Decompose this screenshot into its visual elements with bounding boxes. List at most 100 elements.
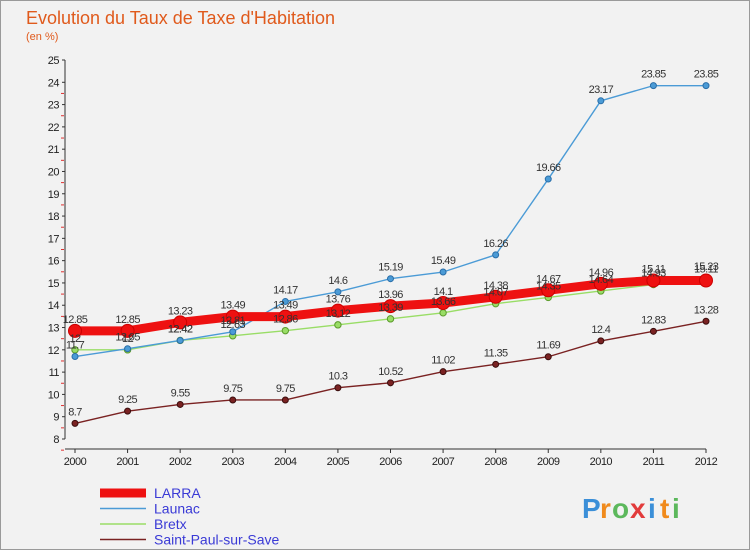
y-tick-label: 11	[49, 367, 60, 379]
data-label: 14.17	[273, 284, 298, 296]
data-point	[702, 82, 710, 90]
data-point	[649, 327, 657, 335]
data-label: 10.3	[328, 371, 347, 383]
data-point	[646, 273, 661, 288]
data-label: 13.76	[326, 294, 351, 306]
data-label: 14.96	[589, 267, 614, 279]
x-tick-label: 2008	[484, 456, 507, 468]
x-tick-label: 2002	[169, 456, 192, 468]
x-tick-label: 2004	[274, 456, 297, 468]
data-point	[541, 283, 556, 298]
y-tick-label: 8	[53, 434, 59, 446]
data-point	[71, 353, 79, 361]
data-label: 23.17	[589, 84, 614, 96]
data-label: 11.69	[536, 340, 560, 352]
data-point	[229, 396, 237, 404]
data-label: 12.4	[591, 324, 610, 336]
data-point	[176, 336, 184, 344]
data-point	[334, 321, 342, 329]
legend-label: LARRA	[154, 485, 201, 501]
data-point	[593, 276, 608, 291]
brand-letter: t	[660, 493, 669, 524]
x-tick-label: 2007	[432, 456, 455, 468]
data-point	[544, 353, 552, 361]
data-label: 14.35	[536, 280, 561, 292]
data-label: 12	[122, 333, 134, 345]
data-point	[597, 337, 605, 345]
data-point	[278, 309, 293, 324]
data-label: 14.67	[536, 273, 561, 285]
data-label: 8.7	[68, 406, 82, 418]
x-tick-label: 2011	[643, 456, 665, 468]
chart-title: Evolution du Taux de Taxe d'Habitation	[26, 8, 335, 28]
data-label: 13.49	[273, 300, 298, 312]
data-label: 15.19	[378, 262, 403, 274]
data-label: 14.1	[434, 286, 453, 298]
data-point	[120, 323, 135, 338]
y-tick-label: 19	[48, 189, 60, 201]
brand-letter: i	[648, 493, 656, 524]
brand-letter: P	[582, 493, 601, 524]
brand-letter: o	[612, 493, 629, 524]
y-tick-label: 21	[48, 144, 60, 156]
data-label: 10.52	[378, 366, 403, 378]
y-tick-label: 24	[48, 77, 60, 89]
data-label: 15.49	[431, 255, 456, 267]
data-label: 16.26	[483, 238, 508, 250]
data-point	[492, 360, 500, 368]
data-labels: 8.7 9.25 9.55 9.75 9.75 10.3 10.52 11.02 11.35 11…	[63, 69, 720, 419]
data-point	[71, 419, 79, 427]
data-point	[488, 289, 503, 304]
data-label: 13.49	[220, 300, 245, 312]
x-tick-label: 2009	[537, 456, 560, 468]
brand-letter: i	[672, 493, 680, 524]
data-point	[68, 323, 82, 338]
data-label: 13.66	[431, 296, 456, 308]
data-point	[387, 275, 394, 283]
data-point	[492, 251, 500, 259]
data-point	[124, 407, 132, 415]
brand-letter: x	[630, 493, 646, 524]
x-tick-label: 2012	[695, 456, 718, 468]
data-label: 15.23	[694, 261, 719, 273]
data-label: 12.42	[168, 323, 193, 335]
data-point	[544, 175, 552, 183]
data-label: 14.38	[483, 280, 508, 292]
data-label: 14.93	[641, 268, 666, 280]
data-point	[436, 296, 451, 311]
data-label: 19.66	[536, 162, 561, 174]
data-point	[439, 309, 447, 317]
y-tick-label: 12	[48, 345, 60, 357]
y-tick-label: 25	[48, 55, 60, 67]
data-point	[229, 328, 237, 336]
legend-label: Bretx	[154, 516, 187, 532]
data-label: 12.83	[641, 314, 666, 326]
data-point	[124, 345, 132, 353]
data-point	[173, 315, 188, 330]
data-label: 13.39	[378, 302, 403, 314]
data-point	[176, 400, 184, 408]
x-tick-label: 2010	[590, 456, 613, 468]
data-label: 23.85	[641, 69, 666, 81]
y-tick-label: 13	[48, 323, 60, 335]
data-label: 14.6	[328, 275, 347, 287]
data-point	[386, 315, 395, 323]
data-point	[387, 379, 394, 387]
x-tick-label: 2005	[327, 456, 350, 468]
data-point	[281, 326, 290, 335]
axes: 8 9 10 11 12 13 14 15 16 17 18 19 20 21 22 23 24 25 2000 20…	[48, 55, 718, 468]
y-tick-label: 20	[48, 166, 60, 178]
y-tick-label: 9	[53, 412, 59, 424]
x-tick-label: 2006	[379, 456, 402, 468]
data-label: 9.75	[276, 383, 295, 395]
data-label: 23.85	[694, 69, 719, 81]
data-label: 13.23	[168, 305, 193, 317]
data-point	[439, 268, 447, 276]
data-label: 12.86	[273, 314, 298, 326]
y-tick-label: 18	[48, 211, 60, 223]
chart-subtitle: (en %)	[26, 31, 58, 43]
series-layer	[68, 82, 713, 427]
legend-label: Launac	[154, 501, 200, 517]
data-label: 12	[69, 333, 81, 345]
